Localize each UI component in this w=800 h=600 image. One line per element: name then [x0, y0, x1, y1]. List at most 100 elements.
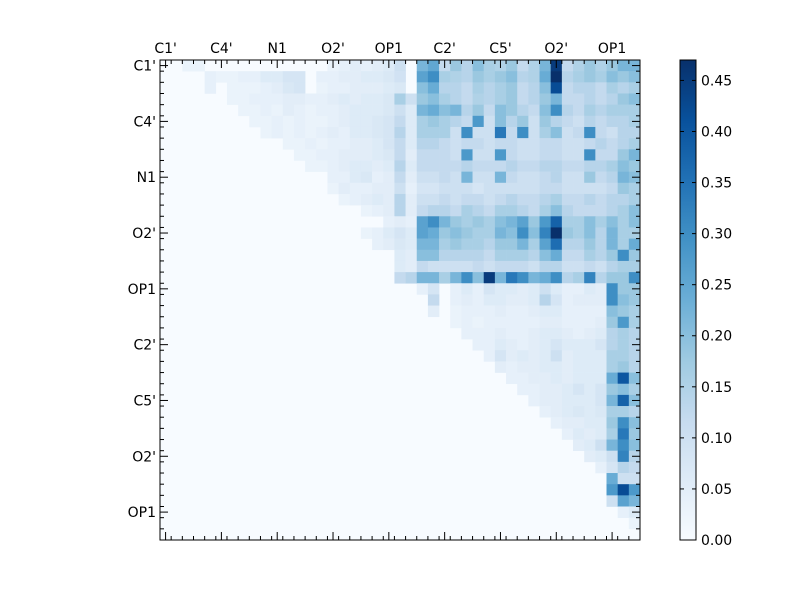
heatmap-cell: [617, 82, 630, 94]
heatmap-cell: [338, 171, 351, 184]
colorbar-tick-label: 0.05: [701, 482, 732, 498]
heatmap-cell: [461, 182, 473, 195]
heatmap-cell: [561, 160, 574, 172]
heatmap-cell: [405, 227, 418, 239]
colorbar-frame: [679, 59, 697, 541]
heatmap-cell: [561, 350, 574, 362]
heatmap-cell: [506, 339, 518, 351]
heatmap-cell: [439, 171, 451, 184]
heatmap-cell: [617, 227, 630, 239]
heatmap-cell: [506, 216, 518, 228]
heatmap-cell: [427, 227, 440, 239]
heatmap-cell: [494, 160, 507, 172]
heatmap-cell: [617, 126, 630, 139]
heatmap-cell: [573, 227, 585, 239]
heatmap-cell: [595, 82, 607, 94]
heatmap-cell: [472, 260, 485, 273]
heatmap-cell: [450, 182, 462, 195]
heatmap-cell: [517, 350, 529, 362]
heatmap-cell: [249, 82, 261, 94]
heatmap-cell: [595, 272, 607, 284]
heatmap-cell: [506, 372, 518, 385]
heatmap-cell: [561, 417, 574, 429]
heatmap-cell: [506, 82, 518, 94]
heatmap-cell: [528, 361, 540, 373]
heatmap-cell: [561, 115, 574, 128]
heatmap-cell: [617, 361, 630, 373]
colorbar-tick-label: 0.25: [701, 278, 732, 294]
heatmap-cell: [573, 283, 585, 295]
y-tick-label: O2': [132, 449, 156, 465]
heatmap-cell: [528, 82, 540, 94]
heatmap-cell: [506, 272, 518, 284]
heatmap-cell: [584, 283, 596, 295]
heatmap-cell: [483, 272, 496, 284]
heatmap-cell: [595, 93, 607, 105]
heatmap-cell: [461, 249, 473, 262]
heatmap-cell: [472, 193, 485, 206]
heatmap-cell: [573, 171, 585, 184]
heatmap-cell: [439, 93, 451, 105]
heatmap-cell: [528, 272, 540, 284]
heatmap-cell: [450, 294, 462, 306]
heatmap-cell: [595, 104, 607, 117]
heatmap-cell: [506, 193, 518, 206]
heatmap-cell: [606, 316, 618, 329]
heatmap-cell: [360, 71, 373, 83]
heatmap-cell: [461, 93, 473, 105]
heatmap-cell: [372, 126, 384, 139]
heatmap-cell: [539, 205, 551, 217]
heatmap-cell: [573, 71, 585, 83]
heatmap-cell: [427, 193, 440, 206]
heatmap-cell: [405, 115, 418, 128]
heatmap-cell: [528, 383, 540, 396]
heatmap-cell: [305, 138, 317, 150]
heatmap-cell: [405, 138, 418, 150]
heatmap-cell: [573, 428, 585, 440]
heatmap-cell: [450, 260, 462, 273]
heatmap-cell: [561, 305, 574, 318]
colorbar-tick-label: 0.15: [701, 380, 732, 396]
heatmap-cell: [584, 260, 596, 273]
heatmap-cell: [617, 339, 630, 351]
x-tick-label: O2': [544, 41, 568, 57]
heatmap-cell: [539, 327, 551, 340]
heatmap-cell: [539, 283, 551, 295]
heatmap-cell: [517, 171, 529, 184]
heatmap-cell: [338, 115, 351, 128]
heatmap-cell: [360, 82, 373, 94]
heatmap-cell: [517, 361, 529, 373]
heatmap-cell: [606, 305, 618, 318]
heatmap-cell: [249, 93, 261, 105]
heatmap-cell: [617, 327, 630, 340]
heatmap-cell: [260, 126, 272, 139]
heatmap-cell: [226, 71, 239, 83]
heatmap-cell: [539, 71, 551, 83]
heatmap-cell: [405, 193, 418, 206]
heatmap-cell: [450, 205, 462, 217]
heatmap-area: C1' C4' N1 O2' OP1 C2' C5' O2' OP1 C1' C4' N1 O2' OP…: [128, 41, 641, 541]
heatmap-cell: [204, 71, 217, 83]
heatmap-cell: [506, 294, 518, 306]
heatmap-cell: [606, 249, 618, 262]
heatmap-cell: [461, 260, 473, 273]
heatmap-cell: [494, 305, 507, 318]
heatmap-cell: [427, 283, 440, 295]
heatmap-cell: [573, 406, 585, 418]
heatmap-cell: [506, 316, 518, 329]
heatmap-cell: [528, 138, 540, 150]
heatmap-cell: [606, 104, 618, 117]
heatmap-cell: [405, 93, 418, 105]
heatmap-cell: [472, 93, 485, 105]
heatmap-cell: [628, 439, 641, 451]
heatmap-cell: [472, 171, 485, 184]
heatmap-cell: [394, 193, 406, 206]
heatmap-cell: [416, 227, 429, 239]
heatmap-cell: [282, 126, 295, 139]
heatmap-cell: [204, 82, 217, 94]
heatmap-cell: [405, 104, 418, 117]
heatmap-cell: [595, 227, 607, 239]
heatmap-cell: [506, 227, 518, 239]
heatmap-cell: [595, 327, 607, 340]
heatmap-cell: [595, 383, 607, 396]
